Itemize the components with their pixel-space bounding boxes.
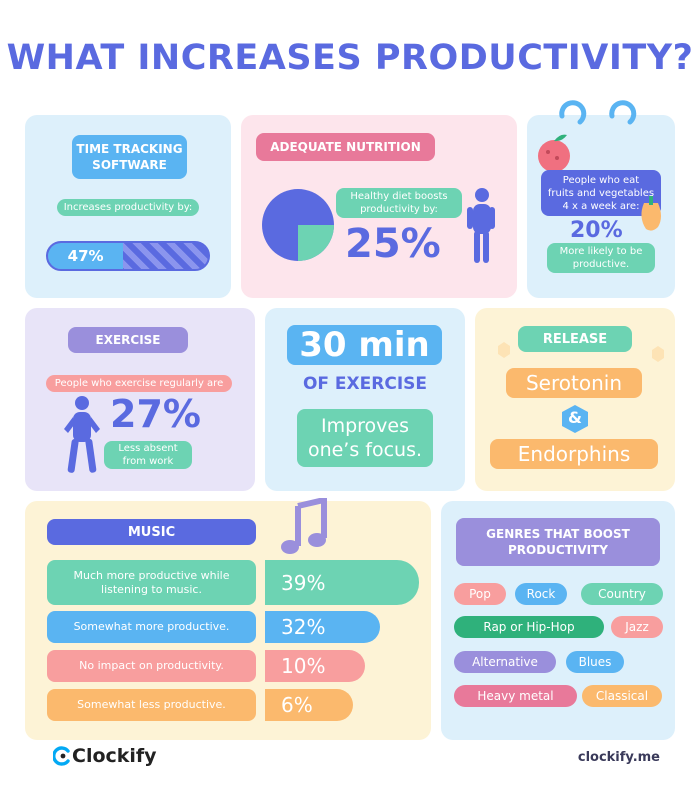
music-row-value: 6%: [265, 689, 353, 721]
thirty-min-note: Improves one’s focus.: [297, 409, 433, 467]
time-tracking-heading: TIME TRACKING SOFTWARE: [72, 135, 187, 179]
hexagon-decor-icon: [498, 342, 664, 362]
genre-tag: Alternative: [454, 651, 556, 673]
time-tracking-progress: 47%: [46, 241, 210, 271]
release-amp: &: [568, 408, 582, 427]
time-tracking-caption: Increases productivity by:: [57, 199, 199, 216]
footer-url[interactable]: clockify.me: [577, 750, 660, 765]
fruits-caption: People who eat fruits and vegetables 4 x…: [541, 170, 661, 216]
binder-rings-icon: [559, 100, 637, 125]
exercise-value: 27%: [110, 392, 201, 436]
music-row-value: 32%: [265, 611, 380, 643]
fruits-value: 20%: [570, 218, 623, 243]
nutrition-pie-chart: [262, 189, 334, 261]
genre-tag: Country: [581, 583, 663, 605]
music-row-label: Much more productive while listening to …: [47, 560, 256, 605]
music-row-value: 39%: [265, 560, 419, 605]
music-note-icon: [281, 498, 327, 554]
music-row-value: 10%: [265, 650, 365, 682]
genre-tag: Pop: [454, 583, 506, 605]
genre-tag: Heavy metal: [454, 685, 577, 707]
genre-tag: Jazz: [611, 616, 663, 638]
thirty-min-big: 30 min: [287, 325, 442, 365]
release-item-endorphins: Endorphins: [490, 439, 658, 469]
clockify-logo-icon: [53, 746, 70, 766]
nutrition-value: 25%: [345, 221, 441, 267]
genre-tag: Classical: [582, 685, 662, 707]
nutrition-heading: ADEQUATE NUTRITION: [256, 133, 435, 161]
release-heading: RELEASE: [518, 326, 632, 352]
nutrition-pie-slice: [298, 225, 334, 261]
thirty-min-sub: OF EXERCISE: [302, 374, 428, 394]
fruits-sub: More likely to be productive.: [547, 243, 655, 273]
apple-icon: [538, 134, 570, 172]
pepper-icon: [641, 196, 661, 231]
music-row-label: Somewhat less productive.: [47, 689, 256, 721]
exercise-sub: Less absent from work: [104, 441, 192, 469]
music-row-label: No impact on productivity.: [47, 650, 256, 682]
music-row-label: Somewhat more productive.: [47, 611, 256, 643]
hexagon-icon: [562, 405, 588, 433]
exercise-heading: EXERCISE: [68, 327, 188, 353]
time-tracking-value: 47%: [67, 247, 104, 265]
nutrition-caption: Healthy diet boosts productivity by:: [336, 188, 462, 218]
clockify-logo-text: Clockify: [72, 745, 157, 767]
person-icon: [467, 188, 495, 263]
genre-tag: Blues: [566, 651, 624, 673]
genre-tag: Rock: [515, 583, 567, 605]
genres-heading: GENRES THAT BOOST PRODUCTIVITY: [456, 518, 660, 566]
time-tracking-progress-fill: 47%: [48, 243, 124, 269]
genre-tag: Rap or Hip-Hop: [454, 616, 604, 638]
music-heading: MUSIC: [47, 519, 256, 545]
exercise-caption: People who exercise regularly are: [46, 375, 232, 392]
release-item-serotonin: Serotonin: [506, 368, 642, 398]
clockify-logo: Clockify: [53, 745, 157, 767]
page-title: WHAT INCREASES PRODUCTIVITY?: [6, 38, 694, 78]
person-exercise-icon: [64, 396, 100, 473]
